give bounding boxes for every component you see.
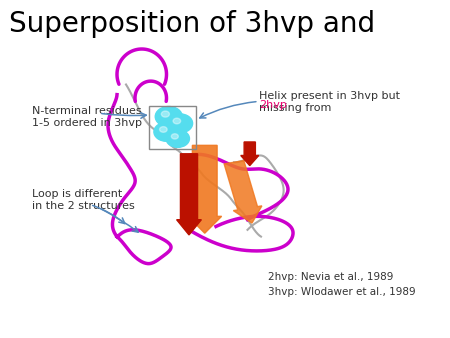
FancyArrow shape [188, 145, 221, 233]
FancyArrow shape [241, 142, 259, 166]
Circle shape [171, 134, 178, 139]
Circle shape [167, 114, 193, 133]
Text: Helix present in 3hvp but
missing from: Helix present in 3hvp but missing from [259, 91, 400, 113]
Circle shape [166, 130, 189, 147]
Circle shape [161, 111, 169, 117]
Circle shape [173, 118, 180, 124]
Circle shape [155, 106, 182, 127]
Text: 2hvp: 2hvp [259, 100, 287, 110]
Text: Superposition of 3hvp and: Superposition of 3hvp and [9, 10, 384, 38]
FancyArrow shape [224, 161, 262, 223]
Text: 2hvp: Nevia et al., 1989
3hvp: Wlodawer et al., 1989: 2hvp: Nevia et al., 1989 3hvp: Wlodawer … [268, 272, 415, 297]
Text: N-terminal residues
1-5 ordered in 3hvp: N-terminal residues 1-5 ordered in 3hvp [32, 106, 141, 128]
FancyArrow shape [176, 154, 202, 235]
Circle shape [160, 127, 167, 132]
Circle shape [154, 122, 179, 141]
Text: Loop is different
in the 2 structures: Loop is different in the 2 structures [32, 189, 134, 211]
